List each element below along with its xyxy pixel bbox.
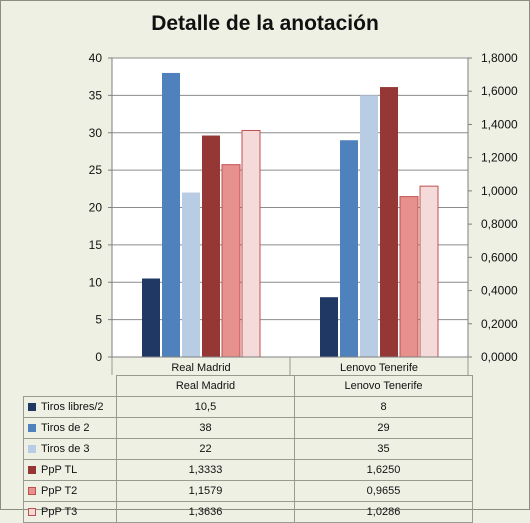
table-cell: 35 — [294, 438, 473, 460]
bar-ppp-t3 — [241, 129, 261, 358]
x-category-label: Real Madrid — [171, 362, 230, 374]
bar-tiros-de-3 — [360, 95, 378, 357]
data-table: Real Madrid Lenovo Tenerife Tiros libres… — [23, 375, 473, 523]
series-name: PpP TL — [41, 464, 78, 476]
table-series-label: PpP T2 — [23, 480, 117, 502]
table-series-label: PpP TL — [23, 459, 117, 481]
bar-tiros-de-2 — [340, 140, 358, 357]
y-right-tick-label: 1,6000 — [481, 84, 518, 98]
series-name: PpP T2 — [41, 485, 78, 497]
y-right-tick-label: 1,8000 — [481, 51, 518, 65]
table-header-row: Real Madrid Lenovo Tenerife — [23, 375, 473, 397]
plot-area: 0 5 10 15 20 25 30 35 40 0,0000 0,2000 0,4000 0,6000… — [89, 51, 518, 375]
table-cell: 1,3636 — [116, 501, 295, 523]
y-left-tick-label: 40 — [89, 51, 103, 65]
table-series-label: PpP T3 — [23, 501, 117, 523]
y-left-tick-label: 10 — [89, 275, 103, 289]
y-left-tick-label: 0 — [95, 350, 102, 364]
bar-ppp-t3 — [419, 185, 439, 358]
y-left-tick-label: 5 — [95, 313, 102, 327]
table-cell: 0,9655 — [294, 480, 473, 502]
table-category-header: Lenovo Tenerife — [294, 375, 473, 397]
axis-layer: 0 5 10 15 20 25 30 35 40 0,0000 0,2000 0,4000 0,6000… — [89, 51, 518, 375]
table-cell: 29 — [294, 417, 473, 439]
chart-title: Detalle de la anotación — [151, 12, 379, 35]
table-cell: 8 — [294, 396, 473, 418]
legend-key — [28, 424, 36, 432]
legend-key — [28, 403, 36, 411]
bar-ppp-t2 — [399, 196, 419, 358]
y-left-tick-label: 30 — [89, 126, 103, 140]
y-right-tick-label: 0,2000 — [481, 317, 518, 331]
table-row: Tiros de 3 22 35 — [23, 438, 473, 460]
table-corner-cell — [23, 375, 117, 397]
table-cell: 22 — [116, 438, 295, 460]
legend-key — [28, 466, 36, 474]
y-right-tick-label: 1,0000 — [481, 184, 518, 198]
y-left-tick-label: 25 — [89, 163, 103, 177]
bar-ppp-tl — [202, 135, 220, 357]
series-name: Tiros de 2 — [41, 422, 90, 434]
legend-key — [28, 445, 36, 453]
series-name: PpP T3 — [41, 506, 78, 518]
x-category-label: Lenovo Tenerife — [340, 362, 418, 374]
y-right-tick-label: 0,0000 — [481, 350, 518, 364]
series-name: Tiros de 3 — [41, 443, 90, 455]
table-cell: 1,1579 — [116, 480, 295, 502]
y-right-tick-label: 1,4000 — [481, 117, 518, 131]
y-left-tick-label: 15 — [89, 238, 103, 252]
table-cell: 1,3333 — [116, 459, 295, 481]
table-row: PpP TL 1,3333 1,6250 — [23, 459, 473, 481]
table-series-label: Tiros libres/2 — [23, 396, 117, 418]
bars-layer — [142, 72, 439, 358]
table-row: PpP T2 1,1579 0,9655 — [23, 480, 473, 502]
table-series-label: Tiros de 3 — [23, 438, 117, 460]
bar-tiros-libres-2 — [142, 278, 160, 357]
series-name: Tiros libres/2 — [41, 401, 104, 413]
y-left-tick-label: 35 — [89, 88, 103, 102]
table-row: PpP T3 1,3636 1,0286 — [23, 501, 473, 523]
table-row: Tiros de 2 38 29 — [23, 417, 473, 439]
y-right-tick-label: 1,2000 — [481, 151, 518, 165]
table-cell: 10,5 — [116, 396, 295, 418]
bar-ppp-tl — [380, 87, 398, 357]
table-cell: 38 — [116, 417, 295, 439]
y-right-tick-label: 0,6000 — [481, 250, 518, 264]
table-cell: 1,6250 — [294, 459, 473, 481]
legend-key — [28, 487, 36, 495]
y-right-tick-label: 0,8000 — [481, 217, 518, 231]
y-right-tick-label: 0,4000 — [481, 284, 518, 298]
y-left-tick-label: 20 — [89, 201, 103, 215]
table-row: Tiros libres/2 10,5 8 — [23, 396, 473, 418]
bar-ppp-t2 — [221, 164, 241, 358]
bar-tiros-de-3 — [182, 192, 200, 357]
bar-tiros-libres-2 — [320, 297, 338, 357]
legend-key — [28, 508, 36, 516]
table-category-header: Real Madrid — [116, 375, 295, 397]
table-cell: 1,0286 — [294, 501, 473, 523]
bar-tiros-de-2 — [162, 72, 180, 357]
table-series-label: Tiros de 2 — [23, 417, 117, 439]
